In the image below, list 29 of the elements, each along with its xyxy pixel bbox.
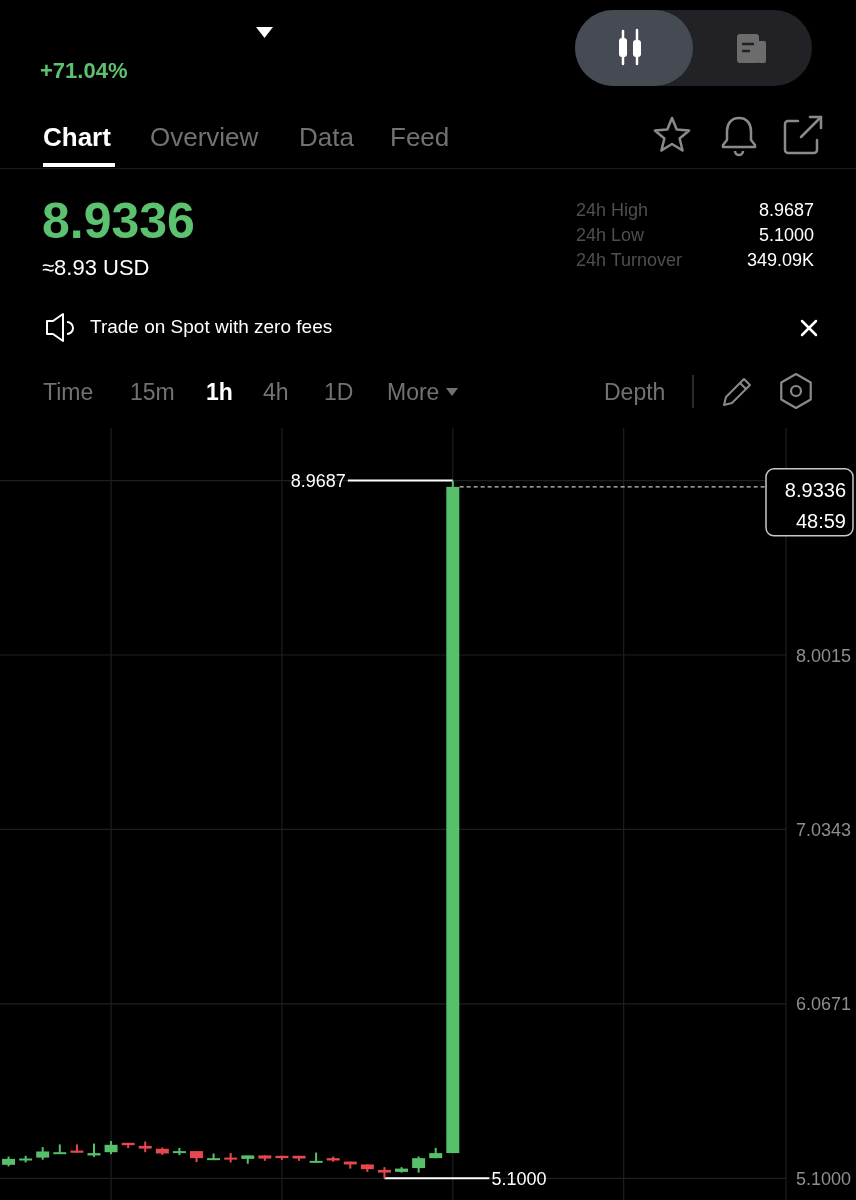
text: 8.9336	[42, 193, 195, 249]
annotation: 8.9687	[290, 471, 346, 492]
text: 1D	[324, 379, 354, 405]
chart-subtitle: +71.04%	[40, 58, 128, 83]
text: 1h	[206, 379, 233, 405]
ref-line-label: 8.9336	[784, 478, 846, 501]
text: ≈8.93 USD	[42, 255, 150, 280]
text: 15m	[130, 379, 175, 405]
text: Trade on Spot with zero fees	[90, 316, 333, 337]
annotation: 5.1000	[491, 1168, 547, 1189]
text: 5.1000	[758, 225, 814, 245]
text: 48:59	[795, 509, 846, 532]
text: 349.09K	[746, 250, 814, 270]
y-tick-label: 6.0671	[795, 994, 851, 1015]
text: 24h Low	[576, 225, 646, 245]
text: Overview	[150, 122, 259, 152]
text: Chart	[43, 122, 112, 152]
text: 4h	[263, 379, 289, 405]
text: Feed	[390, 122, 450, 152]
y-tick-label: 8.0015	[795, 645, 851, 666]
text: 24h Turnover	[576, 250, 683, 270]
y-tick-label: 7.0343	[795, 819, 851, 840]
text: 24h High	[576, 200, 649, 220]
text: More	[387, 379, 440, 405]
text: 8.9687	[758, 200, 814, 220]
text: Depth	[604, 379, 666, 405]
text: Time	[43, 379, 94, 405]
text: Data	[299, 122, 355, 152]
y-tick-label: 5.1000	[795, 1168, 851, 1189]
